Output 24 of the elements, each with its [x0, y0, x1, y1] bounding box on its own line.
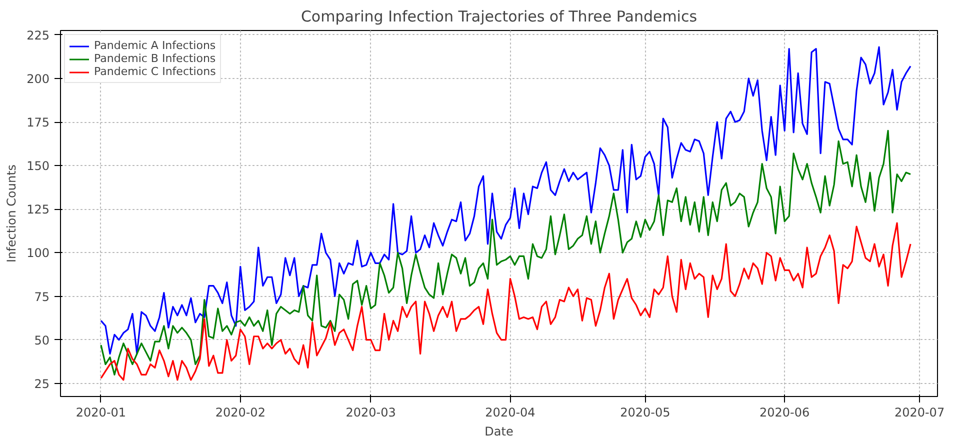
- x-axis-title: Date: [484, 424, 514, 438]
- line-series: [100, 222, 912, 381]
- y-tick-label: 225: [26, 28, 50, 42]
- x-tick-label: 2020-06: [760, 406, 810, 420]
- legend-label: Pandemic C Infections: [94, 65, 216, 78]
- y-tick-label: 150: [26, 159, 50, 174]
- x-tick-label: 2020-01: [76, 406, 126, 420]
- legend-label: Pandemic B Infections: [94, 52, 216, 65]
- x-tick-label: 2020-04: [485, 406, 536, 420]
- x-tick-label: 2020-03: [346, 406, 396, 420]
- x-tick-label: 2020-07: [894, 406, 945, 420]
- y-tick-label: 75: [34, 290, 50, 304]
- y-tick-label: 175: [26, 116, 50, 130]
- x-tick-label: 2020-02: [215, 406, 266, 420]
- y-tick-label: 125: [26, 202, 50, 217]
- y-tick-label: 200: [26, 72, 50, 86]
- y-tick-label: 25: [34, 376, 50, 391]
- legend-label: Pandemic A Infections: [94, 39, 216, 52]
- line-series: [100, 130, 912, 376]
- x-tick-label: 2020-05: [620, 406, 670, 420]
- y-axis-title: Infection Counts: [4, 164, 19, 263]
- y-tick-label: 100: [26, 246, 50, 260]
- chart-title: Comparing Infection Trajectories of Three Pandemics: [300, 8, 698, 26]
- y-tick-label: 50: [34, 333, 50, 348]
